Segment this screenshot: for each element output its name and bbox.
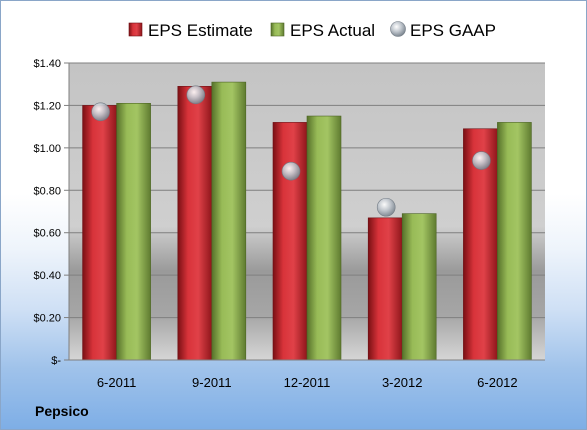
- bar-actual: [401, 213, 437, 361]
- x-tick-label: 12-2011: [284, 375, 331, 390]
- gaap-markers: [91, 85, 491, 217]
- legend-label-1: EPS Actual: [290, 21, 375, 40]
- legend-label-2: EPS GAAP: [410, 21, 496, 40]
- y-tick-label: $0.40: [33, 270, 61, 282]
- gaap-marker: [186, 85, 206, 105]
- bar-actual: [306, 115, 342, 361]
- x-tick-label: 6-2012: [477, 375, 517, 390]
- y-tick-label: $0.80: [33, 185, 61, 197]
- bar-estimate: [177, 86, 213, 361]
- legend: EPS Estimate EPS Actual EPS GAAP: [128, 21, 496, 40]
- y-tick-label: $1.00: [33, 143, 61, 155]
- legend-label-0: EPS Estimate: [148, 21, 253, 40]
- x-tick-label: 6-2011: [97, 375, 137, 390]
- x-tick-label: 9-2011: [192, 375, 232, 390]
- y-tick-label: $1.40: [33, 58, 61, 70]
- bar-actual: [497, 122, 532, 361]
- legend-swatch-0: [128, 22, 143, 37]
- gaap-marker: [376, 197, 396, 217]
- bar-actual: [211, 81, 247, 361]
- y-tick-label: $0.60: [33, 228, 61, 240]
- gaap-marker: [91, 102, 110, 122]
- bar-estimate: [367, 217, 403, 361]
- bar-estimate: [272, 122, 308, 361]
- x-axis: 6-2011 9-2011 12-2011 3-2012 6-2012: [69, 359, 545, 390]
- company-label: Pepsico: [35, 403, 89, 419]
- x-tick-label: 3-2012: [382, 375, 422, 390]
- bar-estimate: [82, 105, 117, 361]
- bar-actual: [116, 103, 151, 361]
- gaap-marker: [472, 151, 491, 170]
- y-tick-label: $-: [51, 355, 61, 367]
- bars: [82, 81, 532, 361]
- legend-swatch-2: [390, 21, 406, 37]
- y-axis: $- $0.20 $0.40 $0.60 $0.80 $1.00 $1.20 $1.40: [33, 58, 70, 367]
- y-tick-label: $1.20: [33, 100, 61, 112]
- gaap-marker: [281, 161, 301, 181]
- legend-swatch-1: [270, 22, 285, 37]
- y-tick-label: $0.20: [33, 313, 61, 325]
